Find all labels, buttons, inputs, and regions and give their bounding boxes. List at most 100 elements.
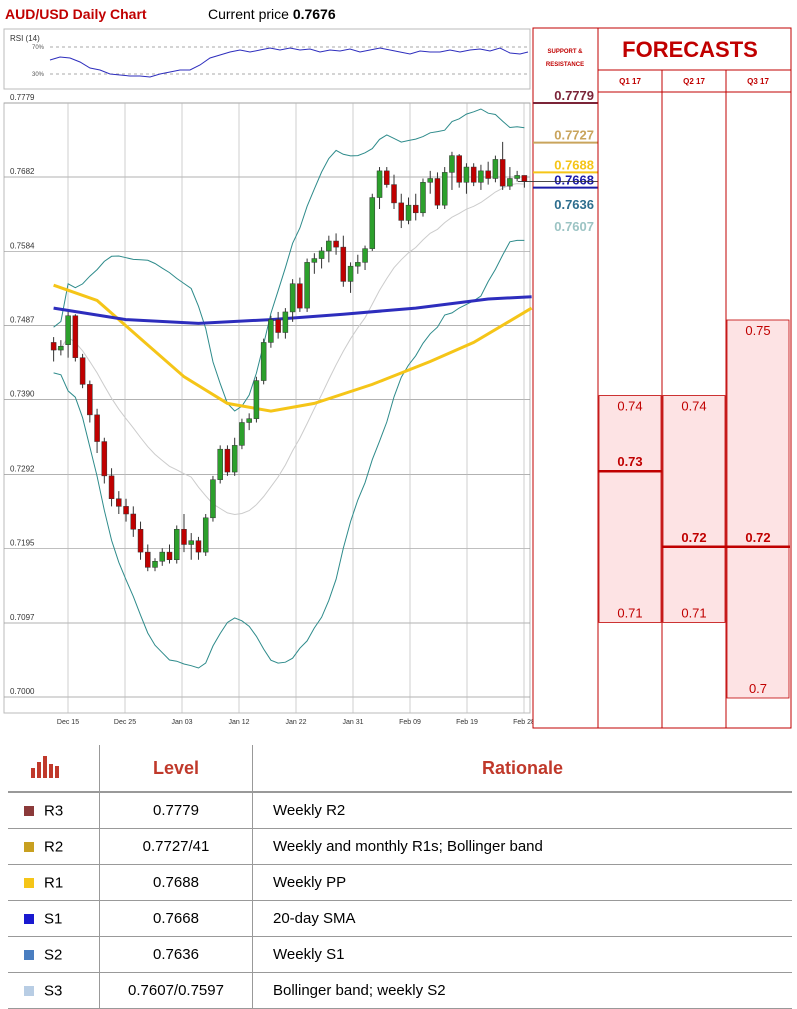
candle-body <box>384 170 390 185</box>
candle-body <box>268 319 274 343</box>
forecast-low: 0.71 <box>617 605 642 620</box>
candle-body <box>441 172 448 206</box>
upper-bollinger-band <box>53 108 525 412</box>
candle-body <box>412 204 419 214</box>
candle-body <box>145 551 151 568</box>
current-price-value: 0.7676 <box>292 6 336 22</box>
candle-body <box>463 166 470 183</box>
y-tick-label: 0.7682 <box>10 167 35 176</box>
sr-title-1: SUPPORT & <box>547 49 583 55</box>
candle-body <box>202 517 209 553</box>
candle-body <box>210 479 216 519</box>
forecasts-panel: FORECASTS Q1 17 0.74 0.73 0.71 Q2 17 0.74 0.72… <box>597 27 792 729</box>
level-name: S3 <box>44 982 63 1000</box>
x-axis-ticks: Dec 15 Dec 25 Jan 03 Jan 12 Jan 22 Jan 31 Feb … <box>57 719 535 726</box>
candle-body <box>275 319 281 333</box>
candle-body <box>282 311 289 333</box>
candle-body <box>311 258 318 263</box>
candle-body <box>181 528 187 545</box>
candle-body <box>159 551 166 562</box>
candle-body <box>72 315 79 358</box>
level-rationale: Weekly and monthly R1s; Bollinger band <box>252 828 792 865</box>
level-rationale: Weekly R2 <box>252 792 792 829</box>
level-value: 0.7636 <box>99 936 253 973</box>
candle-body <box>514 175 520 179</box>
level-name: R3 <box>44 802 64 820</box>
candle-body <box>123 506 129 515</box>
level-color-swatch <box>24 805 34 816</box>
level-name-cell: R1 <box>8 864 100 901</box>
bollinger-bands <box>53 108 525 669</box>
candle-body <box>217 448 223 480</box>
candle-body <box>398 202 405 221</box>
candle-body <box>304 262 310 309</box>
level-name-cell: R2 <box>8 828 100 865</box>
level-name-cell: S2 <box>8 936 100 973</box>
x-tick-label: Feb 09 <box>399 719 421 726</box>
x-tick-label: Dec 25 <box>114 719 136 726</box>
candle-body <box>152 561 158 568</box>
candle-body <box>58 345 64 351</box>
table-row: R2 0.7727/41 Weekly and monthly R1s; Bolli… <box>8 828 792 865</box>
forecast-range <box>662 395 726 623</box>
rsi-upper-label: 70% <box>32 45 45 51</box>
level-rationale: 20-day SMA <box>252 900 792 937</box>
level-value: 0.7668 <box>99 900 253 937</box>
candle-body <box>224 448 231 473</box>
forecast-range <box>598 395 662 623</box>
rsi-panel: RSI (14) 70% 30% <box>3 28 531 90</box>
lower-bollinger-band <box>53 239 525 669</box>
candle-body <box>195 540 202 553</box>
candle-body <box>470 166 477 183</box>
y-tick-label: 0.7000 <box>10 687 35 696</box>
candle-body <box>485 170 491 179</box>
aud-usd-chart: RSI (14) 70% 30% 0.7779 0.7682 0.7584 0.748… <box>3 27 792 729</box>
level-value: 0.7779 <box>99 792 253 829</box>
candle-body <box>253 380 260 419</box>
candle-body <box>166 551 173 560</box>
candle-body <box>94 414 100 442</box>
candle-body <box>297 283 303 309</box>
level-color-swatch <box>24 877 34 888</box>
candle-body <box>87 384 93 416</box>
forecast-quarter-label: Q2 17 <box>683 77 705 86</box>
moving-averages <box>53 283 533 413</box>
level-name: S2 <box>44 946 63 964</box>
sr-level-value: 0.7688 <box>554 157 594 172</box>
x-tick-label: Feb 19 <box>456 719 478 726</box>
candle-body <box>50 342 57 351</box>
level-name-cell: R3 <box>8 792 100 829</box>
forecast-high: 0.74 <box>617 399 642 414</box>
level-rationale: Weekly PP <box>252 864 792 901</box>
sma-blue-line <box>53 295 532 325</box>
chart-title: AUD/USD Daily Chart <box>5 6 147 22</box>
level-name: S1 <box>44 910 63 928</box>
candle-body <box>347 265 354 282</box>
x-tick-label: Jan 12 <box>228 719 249 726</box>
rsi-label: RSI (14) <box>10 34 40 43</box>
table-row: R1 0.7688 Weekly PP <box>8 864 792 901</box>
x-tick-label: Jan 03 <box>171 719 192 726</box>
y-axis-ticks: 0.7779 0.7682 0.7584 0.7487 0.7390 0.7292 0.71… <box>10 93 35 696</box>
level-rationale: Weekly S1 <box>252 936 792 973</box>
candle-body <box>173 528 180 560</box>
price-plot: 0.7779 0.7682 0.7584 0.7487 0.7390 0.7292 0.71… <box>3 93 535 726</box>
forecast-mid: 0.72 <box>681 530 706 545</box>
table-row: S1 0.7668 20-day SMA <box>8 900 792 937</box>
y-tick-label: 0.7097 <box>10 613 35 622</box>
x-tick-label: Dec 15 <box>57 719 79 726</box>
y-tick-label: 0.7195 <box>10 538 35 547</box>
level-name: R1 <box>44 874 64 892</box>
level-color-swatch <box>24 913 34 924</box>
candle-body <box>260 342 267 381</box>
candle-body <box>376 170 383 198</box>
forecast-mid: 0.73 <box>617 454 642 469</box>
level-name-cell: S1 <box>8 900 100 937</box>
candle-body <box>521 175 528 182</box>
y-tick-label: 0.7390 <box>10 390 35 399</box>
candle-body <box>289 283 296 313</box>
current-price-label: Current price <box>208 6 293 22</box>
forecast-range <box>726 319 790 699</box>
candle-body <box>499 159 506 187</box>
sr-level-value: 0.7668 <box>554 173 594 188</box>
